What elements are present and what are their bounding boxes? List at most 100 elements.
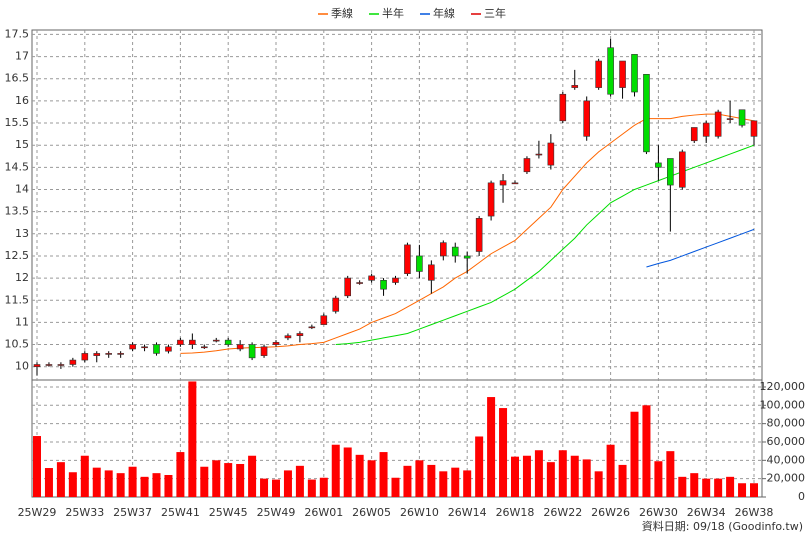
candle-body — [356, 282, 363, 284]
y-tick-label: 15.5 — [5, 116, 30, 129]
candle-body — [547, 142, 555, 166]
volume-bar — [56, 462, 65, 497]
volume-bar — [44, 468, 53, 497]
y-tick-label: 16 — [15, 94, 29, 107]
y2-tick-label: 120,000 — [760, 380, 806, 393]
x-tick-label: 25W33 — [65, 506, 104, 519]
candle-body — [726, 118, 734, 120]
candle-body — [344, 277, 352, 297]
candle-body — [655, 162, 662, 168]
candle-body — [487, 182, 495, 217]
volume-bar — [511, 456, 519, 497]
x-tick-label: 26W18 — [496, 506, 535, 519]
footer: 資料日期: 09/18 (Goodinfo.tw) — [642, 519, 803, 533]
y-tick-label: 13.5 — [5, 205, 30, 218]
volume-bar — [606, 444, 615, 497]
legend: 季線 半年 年線 三年 — [318, 6, 506, 20]
x-tick-label: 26W26 — [591, 506, 630, 519]
volume-bar — [319, 477, 328, 497]
volume-bar — [152, 473, 161, 497]
volume-bar — [295, 465, 304, 497]
volume-bar — [594, 471, 603, 497]
candle-body — [714, 111, 722, 137]
volume-bar — [522, 455, 531, 497]
candle-body — [643, 74, 650, 153]
candle-body — [224, 339, 232, 345]
candle-body — [738, 109, 746, 126]
volume-bar — [391, 477, 400, 497]
volume-bar — [534, 450, 543, 497]
volume-bar — [176, 452, 185, 497]
volume-bar — [128, 466, 137, 497]
y-tick-label: 12 — [15, 271, 29, 284]
volume-bar — [307, 479, 316, 497]
x-tick-label: 25W37 — [113, 506, 152, 519]
candle-body — [248, 344, 256, 359]
volume-bar — [92, 467, 101, 497]
volume-bar — [427, 464, 436, 497]
y-tick-label: 13 — [15, 227, 29, 240]
candle-body — [619, 60, 626, 88]
volume-bar — [642, 405, 651, 497]
y-tick-label: 17.5 — [5, 27, 30, 40]
volume-bar — [678, 476, 687, 497]
volume-bar — [666, 451, 675, 497]
candle-body — [667, 158, 674, 186]
candle-body — [45, 364, 53, 366]
candle-body — [189, 339, 196, 345]
candle-body — [428, 264, 435, 281]
volume-bar — [283, 470, 292, 497]
x-tick-label: 26W38 — [735, 506, 774, 519]
volume-bar — [439, 471, 448, 497]
volume-bar — [487, 397, 496, 497]
y-tick-label: 10 — [15, 360, 29, 373]
y-tick-label: 11.5 — [5, 293, 30, 306]
candle-body — [308, 326, 316, 329]
volume-bar — [726, 476, 735, 497]
volume-bar — [654, 461, 663, 497]
volume-bar — [104, 470, 113, 497]
legend-label: 半年 — [382, 6, 404, 20]
y2-tick-label: 20,000 — [767, 472, 806, 485]
volume-bar — [68, 472, 77, 497]
y-tick-label: 10.5 — [5, 338, 30, 351]
candle-body — [607, 47, 614, 95]
candle-body — [439, 242, 447, 257]
x-tick-label: 26W05 — [352, 506, 391, 519]
y2-tick-label: 60,000 — [767, 435, 806, 448]
candle-body — [236, 344, 244, 350]
x-tick-label: 26W14 — [448, 506, 487, 519]
volume-bar — [272, 479, 280, 497]
volume-bar — [116, 473, 125, 497]
candle-body — [475, 217, 483, 252]
y-tick-label: 16.5 — [5, 72, 30, 85]
volume-bar — [475, 436, 484, 497]
candle-body — [404, 244, 411, 274]
legend-label: 年線 — [433, 6, 455, 20]
x-tick-label: 25W49 — [257, 506, 296, 519]
candle-body — [690, 127, 698, 142]
candle-body — [165, 346, 172, 352]
candle-body — [272, 342, 280, 345]
candle-body — [631, 54, 638, 93]
candle-body — [33, 364, 41, 368]
volume-bar — [499, 408, 508, 497]
candle-body — [511, 182, 519, 185]
y-tick-label: 14.5 — [5, 160, 30, 173]
plot-frame — [31, 29, 763, 498]
candle-body — [332, 297, 340, 312]
volume-bar — [558, 450, 567, 497]
y2-tick-label: 80,000 — [767, 417, 806, 430]
candle-body — [416, 255, 423, 272]
y-tick-label: 12.5 — [5, 249, 30, 262]
candle-body — [296, 333, 304, 336]
legend-label: 三年 — [484, 6, 506, 20]
volume-bar — [415, 460, 424, 497]
candle-body — [571, 85, 579, 88]
volume-bar — [355, 454, 364, 497]
volume-bar — [248, 455, 257, 497]
volume-bar — [546, 462, 555, 497]
candle-body — [129, 344, 136, 350]
x-tick-label: 26W01 — [304, 506, 343, 519]
